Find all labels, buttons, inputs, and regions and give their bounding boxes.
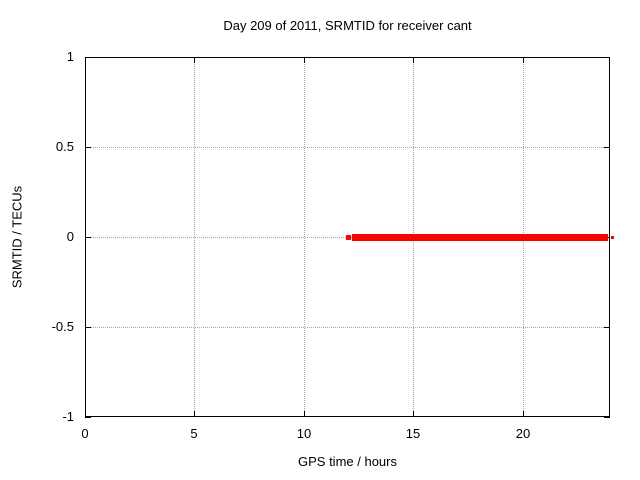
x-tick-bottom	[304, 411, 305, 417]
data-series-segment	[346, 235, 351, 240]
x-tick-bottom	[85, 411, 86, 417]
data-series-segment	[611, 236, 614, 239]
y-tick-label: -0.5	[51, 319, 74, 334]
y-tick-right	[604, 147, 610, 148]
x-tick-bottom	[523, 411, 524, 417]
x-tick-label: 20	[515, 426, 531, 441]
y-tick-left	[85, 57, 91, 58]
y-tick-left	[85, 237, 91, 238]
y-tick-label: -1	[62, 409, 74, 424]
x-tick-label: 0	[81, 426, 89, 441]
y-tick-left	[85, 327, 91, 328]
x-tick-label: 5	[190, 426, 198, 441]
x-tick-label: 15	[405, 426, 421, 441]
y-gridline	[85, 327, 610, 328]
x-tick-top	[194, 57, 195, 63]
y-tick-left	[85, 417, 91, 418]
x-tick-top	[413, 57, 414, 63]
x-axis-title: GPS time / hours	[298, 454, 397, 469]
x-tick-bottom	[413, 411, 414, 417]
y-tick-right	[604, 417, 610, 418]
chart-title: Day 209 of 2011, SRMTID for receiver can…	[223, 18, 472, 33]
y-tick-label: 1	[66, 49, 74, 64]
x-tick-label: 10	[296, 426, 312, 441]
x-tick-top	[523, 57, 524, 63]
y-tick-label: 0.5	[55, 139, 74, 154]
y-tick-label: 0	[66, 229, 74, 244]
x-tick-bottom	[194, 411, 195, 417]
data-series-segment	[352, 234, 608, 241]
y-gridline	[85, 147, 610, 148]
y-tick-right	[604, 57, 610, 58]
y-tick-right	[604, 327, 610, 328]
y-tick-left	[85, 147, 91, 148]
x-tick-top	[304, 57, 305, 63]
x-tick-top	[85, 57, 86, 63]
